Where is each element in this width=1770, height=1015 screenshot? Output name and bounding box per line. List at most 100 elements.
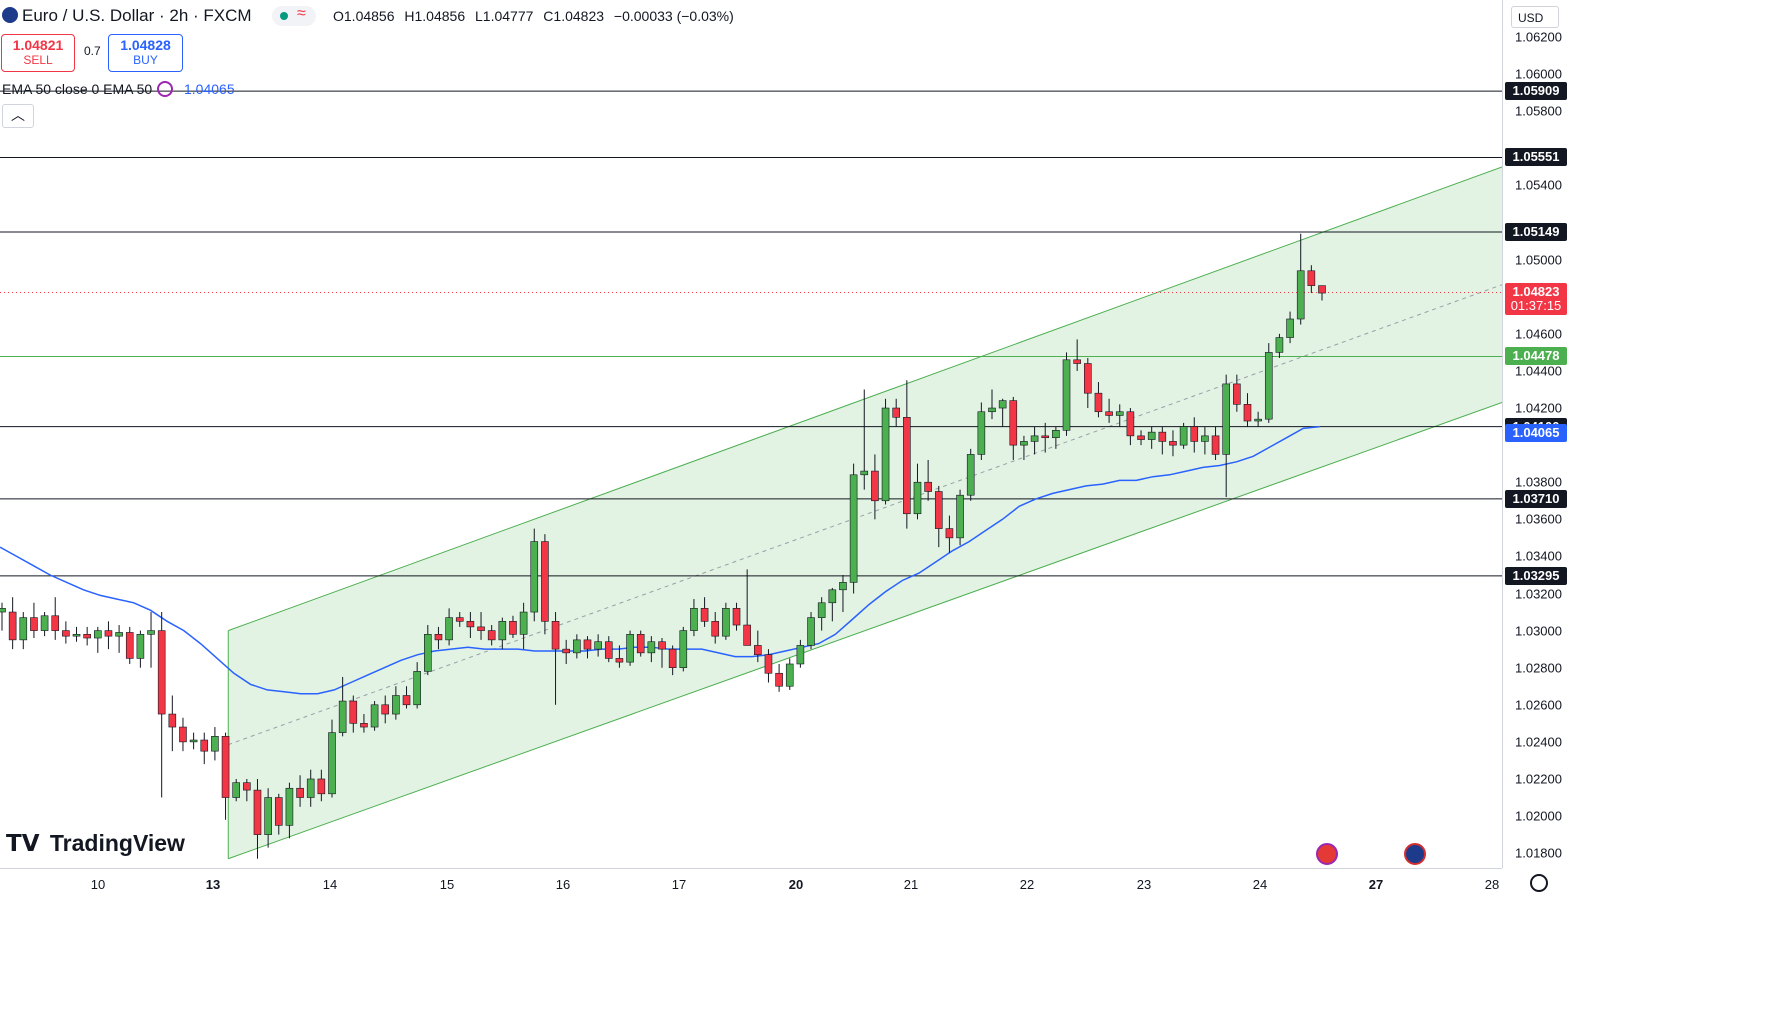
settings-gear-icon[interactable]: [1530, 874, 1548, 892]
candle-body: [1041, 435, 1050, 439]
candle-body: [104, 630, 113, 637]
candle-body: [722, 608, 730, 637]
tradingview-logo[interactable]: 𝗧𝗩 TradingView: [6, 830, 185, 857]
time-tick-label: 14: [322, 877, 338, 892]
candle: [924, 459, 932, 501]
price-tag: 1.05909: [1505, 82, 1567, 101]
candle: [402, 686, 411, 709]
candle: [338, 676, 347, 737]
collapse-legend-button[interactable]: ︿: [2, 104, 34, 128]
candle: [296, 775, 304, 807]
candle-body: [881, 407, 890, 502]
chart-pane[interactable]: [0, 0, 1502, 868]
time-tick-label: 27: [1368, 877, 1384, 892]
candle-body: [253, 789, 262, 835]
candle: [243, 778, 251, 802]
candle: [711, 612, 720, 644]
candle: [509, 615, 517, 639]
candle-body: [594, 641, 602, 650]
candle: [1179, 422, 1188, 449]
candle-body: [1020, 441, 1028, 446]
indicator-legend[interactable]: EMA 50 close 0 EMA 50: [2, 81, 153, 97]
candle: [8, 597, 17, 650]
candle: [871, 454, 879, 520]
bar-countdown: 01:37:15: [1510, 298, 1562, 314]
candle-body: [360, 723, 368, 728]
candle-body: [1233, 383, 1241, 405]
price-tick-label: 1.04200: [1515, 400, 1562, 416]
candle-body: [966, 454, 975, 496]
candle-body: [1243, 404, 1252, 422]
candle: [1211, 426, 1220, 460]
candle: [573, 634, 581, 659]
candle: [1147, 426, 1156, 449]
candle-body: [40, 615, 49, 631]
candle: [945, 515, 954, 553]
currency-selector[interactable]: USD: [1511, 6, 1559, 28]
candle-body: [1169, 441, 1177, 446]
candle: [956, 489, 964, 546]
candle: [881, 398, 890, 505]
candle: [1137, 430, 1145, 446]
candle: [647, 636, 656, 663]
candle: [1041, 422, 1050, 453]
candle: [40, 612, 49, 637]
candle: [147, 612, 155, 668]
indicator-refresh-icon[interactable]: [157, 81, 173, 97]
ohlc-low: L1.04777: [475, 8, 534, 24]
candle-body: [51, 615, 60, 631]
sell-price: 1.04821: [12, 37, 64, 53]
candle: [211, 727, 219, 761]
candle-body: [200, 739, 209, 752]
time-tick-label: 23: [1136, 877, 1152, 892]
candle-body: [679, 630, 688, 668]
market-open-dot-icon: [280, 12, 288, 20]
candle-body: [988, 407, 996, 413]
price-tag: 1.05149: [1505, 223, 1567, 242]
eu-flag-event-icon[interactable]: [1404, 843, 1426, 865]
candle-body: [573, 639, 581, 654]
price-chart[interactable]: [0, 0, 1502, 868]
candle-body: [743, 624, 751, 646]
candle: [434, 626, 443, 650]
candle: [1126, 408, 1135, 446]
candle: [1190, 417, 1199, 453]
candle: [232, 778, 240, 802]
candle: [636, 630, 645, 657]
candle-body: [541, 541, 549, 622]
candle: [679, 626, 688, 672]
sell-button[interactable]: 1.04821 SELL: [1, 34, 75, 72]
candle-body: [690, 608, 698, 631]
us-flag-event-icon[interactable]: [1316, 843, 1338, 865]
candle: [668, 645, 677, 676]
candle-body: [413, 671, 421, 706]
price-tick-label: 1.02600: [1515, 697, 1562, 713]
time-scale[interactable]: 10 13 14 15 16 17 20 21 22 23 24 27 28: [0, 868, 1502, 900]
candle-body: [296, 787, 304, 798]
chevron-up-icon: ︿: [11, 107, 25, 123]
buy-button[interactable]: 1.04828 BUY: [108, 34, 183, 72]
candle: [253, 778, 262, 859]
candle: [317, 769, 326, 802]
candle: [1264, 343, 1273, 423]
price-scale[interactable]: USD 1.06200 1.06000 1.05800 1.05400 1.05000 1…: [1502, 0, 1571, 868]
candle-body: [1030, 435, 1039, 442]
candle: [1222, 374, 1230, 498]
candle: [541, 534, 549, 635]
candle: [125, 626, 134, 664]
candle-body: [264, 797, 272, 835]
candle-body: [1073, 359, 1081, 364]
candle-body: [892, 407, 900, 418]
candle-body: [1105, 411, 1113, 416]
time-tick-label: 22: [1019, 877, 1035, 892]
candle-body: [94, 630, 102, 639]
candle-body: [370, 704, 379, 728]
price-tick-label: 1.04400: [1515, 363, 1562, 379]
candle: [1243, 393, 1252, 427]
candle-body: [72, 634, 81, 637]
candle: [828, 587, 837, 622]
price-tick-label: 1.02400: [1515, 734, 1562, 750]
symbol-title[interactable]: Euro / U.S. Dollar · 2h · FXCM: [22, 6, 252, 25]
candle: [934, 485, 943, 548]
candle-body: [83, 634, 91, 639]
